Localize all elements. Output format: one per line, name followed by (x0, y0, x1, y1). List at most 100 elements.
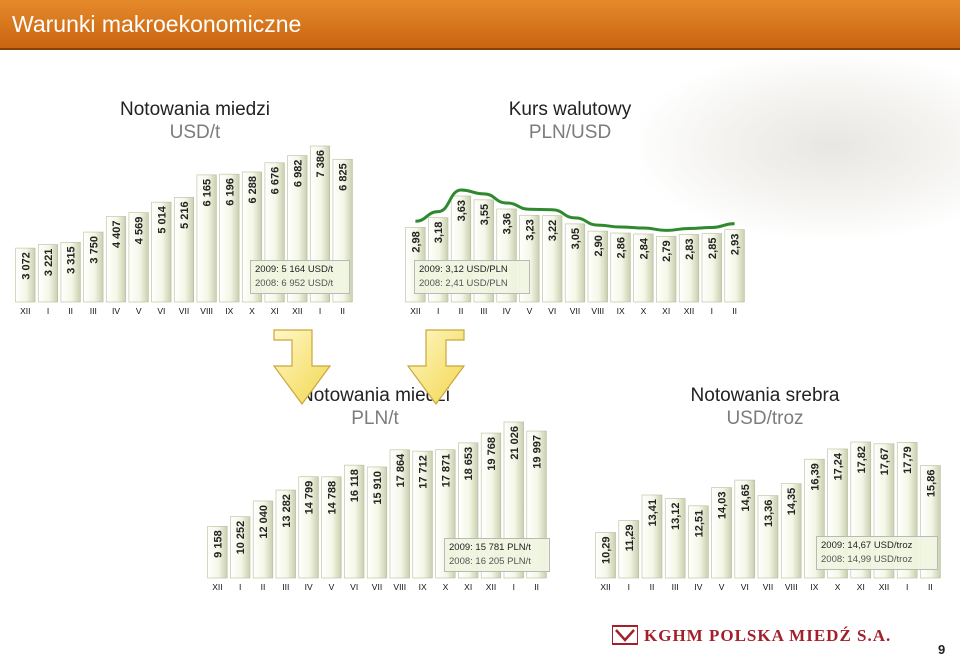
copper-pln-unit: PLN/t (351, 408, 399, 429)
copper-usd-chart: 3 072 XII 3 221 I 3 315 II 3 750 III 4 407 IV 4 56… (14, 140, 354, 330)
fx-value-label: 2,79 (661, 240, 673, 261)
silver-title: Notowania srebra USD/troz (655, 384, 875, 430)
fx-title: Kurs walutowy PLN/USD (470, 98, 670, 144)
silver-month-label: I (628, 582, 630, 592)
copper-usd-bar (128, 212, 149, 303)
copper-pln-month-label: VI (350, 582, 358, 592)
fx-bar (633, 233, 654, 303)
silver-month-label: VII (763, 582, 773, 592)
fx-bar (724, 229, 745, 303)
copper-pln-bar (412, 450, 433, 579)
silver-chart: 10,29 XII 11,29 I 13,41 II 13,12 III 12,51 IV 14,0… (594, 430, 942, 600)
fx-bar (678, 234, 700, 303)
fx-value-label: 2,84 (638, 237, 650, 259)
copper-usd-month-label: I (47, 306, 49, 316)
copper-usd-info-2008: 2008: 6 952 USD/t (255, 278, 334, 289)
copper-pln-value-label: 19 997 (532, 435, 544, 469)
copper-usd-bar (105, 216, 127, 303)
fx-month-label: VII (570, 306, 580, 316)
copper-usd-month-label: XII (292, 306, 302, 316)
left-down-arrow-icon (272, 329, 332, 406)
copper-usd-bar (60, 242, 81, 303)
silver-month-label: I (906, 582, 908, 592)
copper-pln-value-label: 13 282 (281, 494, 293, 528)
silver-month-label: II (650, 582, 655, 592)
fx-bar (564, 223, 586, 303)
right-down-arrow-icon (406, 329, 466, 406)
silver-month-label: V (719, 582, 725, 592)
fx-value-label: 2,98 (410, 231, 422, 252)
silver-value-label: 12,51 (693, 510, 705, 538)
copper-usd-month-label: II (68, 306, 73, 316)
fx-value-label: 2,90 (593, 235, 605, 256)
copper-pln-bar (321, 476, 342, 579)
page-number: 9 (938, 642, 946, 657)
copper-pln-info-2009: 2009: 15 781 PLN/t (449, 542, 531, 553)
fx-month-label: I (437, 306, 439, 316)
copper-pln-bar (389, 449, 410, 579)
copper-usd-bar (15, 247, 36, 303)
copper-usd-unit: USD/t (169, 122, 221, 143)
fx-month-label: III (480, 306, 487, 316)
copper-usd-info-box: 2009: 5 164 USD/t 2008: 6 952 USD/t (250, 260, 350, 294)
background-watermark (640, 56, 960, 236)
copper-usd-value-label: 7 386 (315, 150, 327, 178)
silver-value-label: 11,29 (624, 524, 636, 551)
fx-chart: 2,98 XII 3,18 I 3,63 II 3,55 III 3,36 IV 3,23 V 3,22… (404, 140, 746, 330)
copper-pln-month-label: I (513, 582, 515, 592)
copper-usd-month-label: V (136, 306, 142, 316)
copper-pln-month-label: IV (305, 582, 313, 592)
copper-usd-month-label: III (90, 306, 97, 316)
fx-month-label: VIII (591, 306, 604, 316)
fx-value-label: 3,23 (524, 219, 536, 240)
silver-bar (664, 498, 686, 579)
silver-value-label: 17,79 (902, 446, 914, 474)
silver-bar (757, 495, 779, 579)
silver-title-text: Notowania srebra (690, 385, 840, 406)
silver-month-label: XII (879, 582, 889, 592)
silver-value-label: 17,24 (833, 452, 845, 480)
copper-pln-value-label: 14 788 (326, 481, 338, 515)
copper-pln-value-label: 12 040 (258, 505, 270, 539)
fx-value-label: 3,18 (433, 222, 445, 243)
copper-pln-title-text: Notowania miedzi (300, 385, 450, 406)
silver-info-2009: 2009: 14,67 USD/troz (821, 540, 913, 551)
copper-usd-month-label: IV (112, 306, 120, 316)
copper-usd-bar (173, 197, 195, 303)
fx-value-label: 2,83 (684, 238, 696, 259)
silver-info-box: 2009: 14,67 USD/troz 2008: 14,99 USD/tro… (816, 536, 938, 570)
fx-month-label: IV (503, 306, 511, 316)
copper-usd-bar (37, 244, 59, 303)
silver-bar (641, 494, 663, 579)
fx-trend-line (415, 188, 735, 232)
silver-value-label: 14,03 (717, 492, 729, 520)
silver-value-label: 17,67 (879, 448, 891, 476)
copper-pln-value-label: 15 910 (372, 471, 384, 505)
fx-month-label: XI (662, 306, 670, 316)
fx-month-label: II (732, 306, 737, 316)
fx-value-label: 3,22 (547, 220, 559, 241)
page-title: Warunki makroekonomiczne (12, 11, 302, 37)
fx-bar (542, 215, 563, 303)
silver-month-label: VIII (785, 582, 798, 592)
copper-usd-value-label: 6 165 (202, 179, 214, 207)
silver-info-2008: 2008: 14,99 USD/troz (821, 554, 913, 565)
silver-month-label: VI (741, 582, 749, 592)
silver-bar (618, 520, 640, 579)
fx-month-label: IX (617, 306, 625, 316)
silver-value-label: 14,35 (786, 488, 798, 516)
silver-value-label: 13,41 (647, 499, 659, 527)
copper-usd-month-label: VII (179, 306, 189, 316)
silver-unit: USD/troz (726, 408, 804, 429)
fx-unit: PLN/USD (528, 122, 612, 143)
copper-usd-month-label: VI (157, 306, 165, 316)
copper-pln-month-label: X (443, 582, 449, 592)
fx-value-label: 3,36 (502, 213, 514, 234)
company-logo: KGHM POLSKA MIEDŹ S.A. (612, 620, 912, 652)
fx-month-label: VI (548, 306, 556, 316)
copper-pln-month-label: XI (464, 582, 472, 592)
copper-usd-month-label: XII (20, 306, 30, 316)
copper-pln-value-label: 21 026 (509, 426, 521, 460)
fx-value-label: 3,63 (456, 200, 468, 221)
copper-usd-value-label: 6 196 (224, 178, 236, 206)
